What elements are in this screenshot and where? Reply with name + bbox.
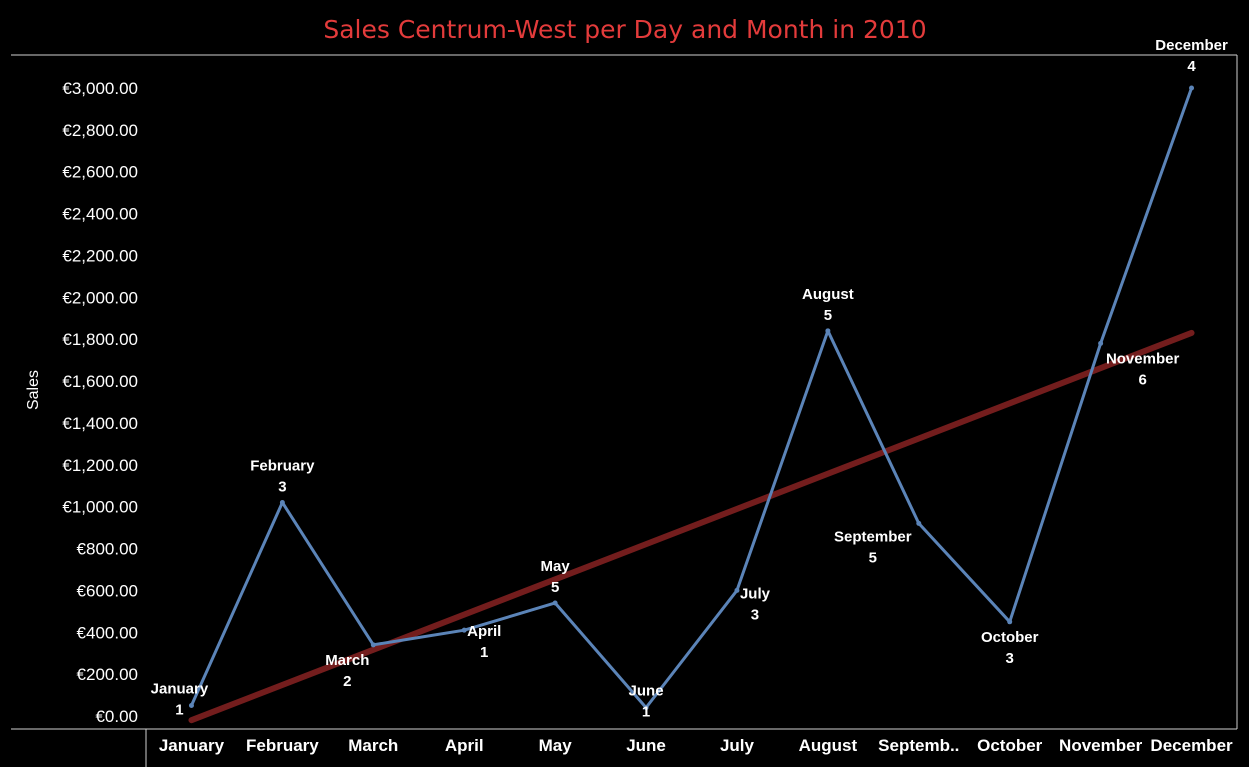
y-tick-label: €1,400.00 <box>62 414 138 433</box>
y-tick-label: €1,600.00 <box>62 372 138 391</box>
x-axis-ticks: January February March April May June July Augu… <box>159 736 1233 755</box>
y-tick-label: €400.00 <box>77 623 138 642</box>
x-tick-label: April <box>445 736 484 755</box>
y-tick-label: €200.00 <box>77 665 138 684</box>
data-label-month: January <box>151 681 209 698</box>
x-tick-label: October <box>977 736 1043 755</box>
y-tick-label: €1,800.00 <box>62 330 138 349</box>
y-tick-label: €2,000.00 <box>62 288 138 307</box>
x-tick-label: November <box>1059 736 1143 755</box>
data-point <box>1189 85 1195 91</box>
data-point <box>188 703 194 709</box>
y-tick-label: €2,200.00 <box>62 246 138 265</box>
data-label-month: September <box>834 528 912 545</box>
y-tick-label: €1,000.00 <box>62 498 138 517</box>
data-label-month: October <box>981 629 1039 646</box>
y-tick-label: €2,600.00 <box>62 163 138 182</box>
data-label-count: 3 <box>751 606 759 623</box>
chart-title: Sales Centrum-West per Day and Month in … <box>323 15 926 44</box>
trend-line <box>188 329 1195 724</box>
data-point <box>643 705 649 711</box>
x-tick-label: January <box>159 736 225 755</box>
x-tick-label: Septemb.. <box>878 736 959 755</box>
y-tick-label: €0.00 <box>95 707 138 726</box>
data-label-month: April <box>467 623 501 640</box>
data-label-count: 2 <box>343 673 351 690</box>
x-tick-label: May <box>539 736 573 755</box>
data-label-month: May <box>541 558 571 575</box>
chart-frame <box>11 54 1238 767</box>
y-tick-label: €600.00 <box>77 581 138 600</box>
x-tick-label: June <box>626 736 666 755</box>
data-label-month: November <box>1106 350 1180 367</box>
data-label-month: August <box>802 286 854 303</box>
data-labels-group: January 1 February 3 March 2 April 1 May 5 June 1 Ju… <box>151 37 1228 721</box>
y-tick-label: €3,000.00 <box>62 79 138 98</box>
series-group <box>188 85 1195 711</box>
data-label-count: 5 <box>869 549 877 566</box>
x-tick-label: December <box>1150 736 1233 755</box>
data-label-count: 6 <box>1138 371 1146 388</box>
data-label-count: 3 <box>1006 650 1014 667</box>
data-label-count: 1 <box>175 702 183 719</box>
y-tick-label: €2,800.00 <box>62 121 138 140</box>
data-label-count: 3 <box>278 478 286 495</box>
data-label-month: July <box>740 585 771 602</box>
data-point <box>1098 340 1104 346</box>
x-tick-label: August <box>799 736 858 755</box>
y-axis-ticks: €0.00 €200.00 €400.00 €600.00 €800.00 €1,000.… <box>62 79 138 726</box>
trend-line-group <box>188 329 1195 724</box>
y-tick-label: €2,400.00 <box>62 205 138 224</box>
data-point <box>370 642 376 648</box>
series-line <box>190 87 1193 710</box>
data-label-month: June <box>629 683 664 700</box>
x-tick-label: March <box>348 736 398 755</box>
data-point <box>461 627 467 633</box>
data-point <box>916 520 922 526</box>
data-label-month: March <box>325 652 369 669</box>
data-label-month: December <box>1155 37 1228 54</box>
data-label-count: 1 <box>642 704 650 721</box>
data-point <box>825 328 831 334</box>
x-tick-label: February <box>246 736 319 755</box>
data-point <box>552 600 558 606</box>
data-label-count: 5 <box>551 579 559 596</box>
data-point <box>279 499 285 505</box>
y-tick-label: €800.00 <box>77 540 138 559</box>
data-point <box>1007 619 1013 625</box>
data-label-count: 4 <box>1187 58 1196 75</box>
y-axis-label: Sales <box>25 370 42 410</box>
data-label-count: 5 <box>824 307 832 324</box>
y-tick-label: €1,200.00 <box>62 456 138 475</box>
data-label-month: February <box>250 457 315 474</box>
data-label-count: 1 <box>480 644 488 661</box>
x-tick-label: July <box>720 736 755 755</box>
data-point <box>734 587 740 593</box>
